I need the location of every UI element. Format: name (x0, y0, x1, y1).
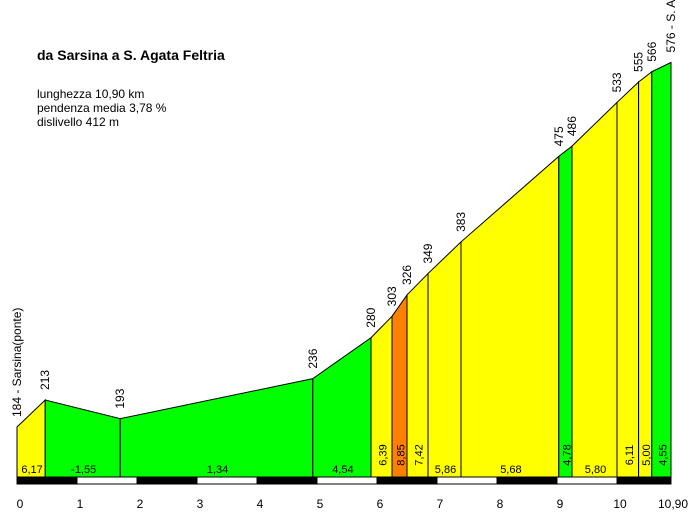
chart-title: da Sarsina a S. Agata Feltria (37, 47, 225, 63)
segment-area-10 (571, 101, 618, 478)
altitude-label: 566 (645, 41, 659, 61)
altitude-label: 303 (385, 286, 399, 306)
gradient-label: 8,85 (396, 444, 408, 465)
route-info: lunghezza 10,90 km pendenza media 3,78 %… (37, 87, 166, 129)
km-block-2 (136, 476, 198, 485)
gradient-label: 5,00 (641, 444, 653, 465)
segment-area-3 (312, 336, 372, 478)
gradient-label: 6,17 (21, 464, 42, 476)
altitude-label: 349 (421, 243, 435, 263)
x-tick-label: 1 (77, 497, 84, 511)
km-block-5 (316, 476, 378, 485)
segment-area-13 (651, 61, 672, 478)
km-block-6 (376, 476, 438, 485)
segment-area-9 (558, 145, 573, 478)
km-block-8 (496, 476, 558, 485)
altitude-label: 533 (610, 72, 624, 92)
km-block-7 (436, 476, 498, 485)
x-tick-label: 10,90 (658, 497, 688, 511)
x-tick-labels: 0 1 2 3 4 5 6 7 8 9 10 10,90 (17, 497, 689, 511)
gradient-labels: 6,17 -1,55 1,34 4,54 6,39 8,85 7,42 5,86 5,68 4,7… (21, 444, 669, 476)
profile-areas (16, 61, 672, 478)
segment-area-12 (638, 70, 653, 478)
altitude-label: 475 (552, 126, 566, 146)
length-text: lunghezza 10,90 km (37, 87, 145, 101)
x-tick-label: 5 (317, 497, 324, 511)
distance-bar (16, 476, 672, 485)
gradient-label: 4,78 (561, 444, 573, 465)
km-block-9 (556, 476, 618, 485)
x-tick-label: 0 (17, 497, 24, 511)
gradient-label: 5,68 (500, 464, 521, 476)
gradient-label: 4,55 (657, 444, 669, 465)
gradient-label: -1,55 (71, 464, 96, 476)
km-block-3 (196, 476, 258, 485)
gradient-label: 6,39 (378, 444, 390, 465)
altitude-label: 213 (38, 370, 52, 390)
altitude-label: 184 - Sarsina(ponte) (10, 308, 24, 417)
altitude-label: 236 (306, 348, 320, 368)
x-tick-label: 9 (557, 497, 564, 511)
altitude-label: 576 - S. Agata (664, 0, 678, 52)
altitude-label: 486 (565, 116, 579, 136)
segment-area-7 (427, 240, 462, 478)
x-tick-label: 3 (197, 497, 204, 511)
x-tick-label: 6 (377, 497, 384, 511)
gradient-label: 7,42 (414, 444, 426, 465)
x-tick-label: 2 (137, 497, 144, 511)
avg-gradient-text: pendenza media 3,78 % (37, 101, 167, 115)
gradient-label: 4,54 (332, 464, 353, 476)
altitude-label: 383 (454, 212, 468, 232)
altitude-label: 555 (632, 52, 646, 72)
altitude-label: 280 (364, 307, 378, 327)
x-tick-label: 4 (257, 497, 264, 511)
segment-area-2 (119, 378, 314, 478)
km-block-0 (16, 476, 78, 485)
km-block-4 (256, 476, 318, 485)
climb-text: dislivello 412 m (37, 115, 120, 129)
gradient-label: 5,80 (585, 464, 606, 476)
altitude-label: 326 (400, 265, 414, 285)
km-block-10 (616, 476, 672, 485)
x-tick-label: 10 (613, 497, 627, 511)
x-tick-label: 8 (497, 497, 504, 511)
gradient-label: 1,34 (207, 464, 228, 476)
gradient-label: 6,11 (624, 445, 636, 466)
segment-area-8 (460, 155, 560, 478)
x-tick-label: 7 (437, 497, 444, 511)
altitude-label: 193 (113, 388, 127, 408)
gradient-label: 5,86 (435, 464, 456, 476)
segment-area-11 (616, 80, 640, 478)
km-block-1 (76, 476, 138, 485)
